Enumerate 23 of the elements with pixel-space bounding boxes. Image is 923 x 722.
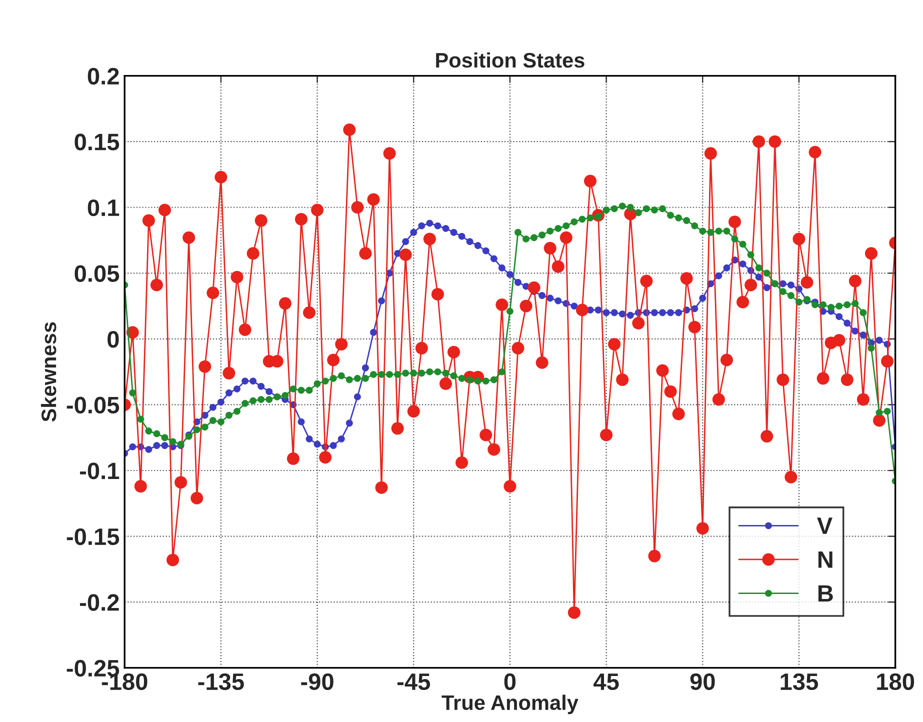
x-tick-label: -45 bbox=[397, 674, 430, 690]
y-axis-title: Skewness bbox=[40, 322, 56, 422]
x-tick-label: 135 bbox=[780, 673, 818, 690]
chart-title: Position States bbox=[436, 52, 584, 68]
x-tick-label: 180 bbox=[877, 673, 914, 690]
x-tick-label: -135 bbox=[198, 673, 244, 690]
legend-label: V bbox=[817, 518, 832, 534]
y-tick-label: -0.15 bbox=[66, 528, 120, 546]
y-tick-label: -0.05 bbox=[66, 396, 120, 414]
x-tick-label: 45 bbox=[594, 674, 619, 690]
y-tick-label: -0.2 bbox=[80, 594, 119, 611]
x-tick-label: -90 bbox=[301, 673, 334, 690]
legend-label: N bbox=[818, 552, 832, 568]
x-tick-label: 90 bbox=[690, 673, 715, 690]
y-tick-label: 0.2 bbox=[88, 68, 119, 85]
x-tick-label: 0 bbox=[504, 673, 516, 690]
y-tick-label: 0.15 bbox=[74, 134, 120, 150]
y-tick-label: 0.05 bbox=[74, 265, 120, 282]
y-tick-label: -0.1 bbox=[80, 462, 120, 480]
legend-label: B bbox=[818, 585, 833, 602]
y-tick-label: 0.1 bbox=[88, 199, 120, 216]
y-tick-label: 0 bbox=[108, 331, 119, 348]
x-axis-title: True Anomaly bbox=[442, 694, 578, 714]
